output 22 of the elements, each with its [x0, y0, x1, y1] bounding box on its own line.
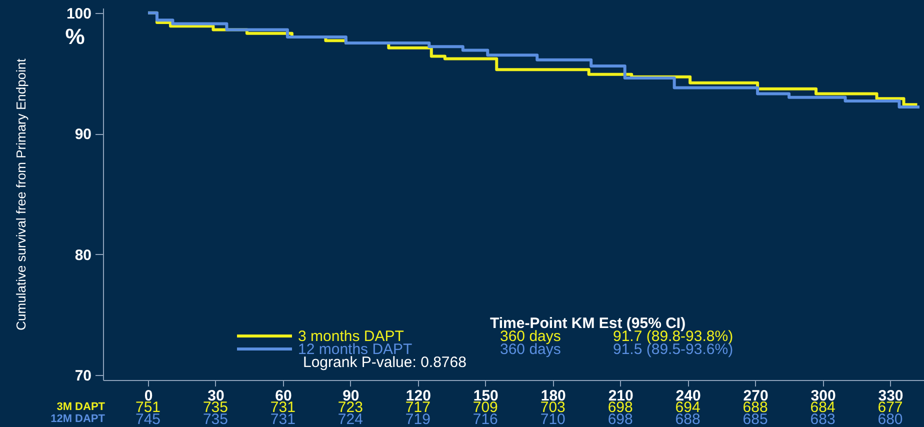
- text: 745: [135, 411, 160, 427]
- text: 731: [270, 411, 296, 427]
- text: 719: [405, 411, 430, 427]
- text: 680: [878, 411, 903, 427]
- text: 683: [810, 411, 836, 427]
- text: 710: [540, 411, 566, 427]
- y-tick-label: 100: [66, 5, 92, 22]
- y-tick-label: 70: [74, 368, 92, 385]
- annotation: 360 days: [500, 328, 561, 345]
- annotation: Logrank P-value: 0.8768: [303, 354, 466, 371]
- text: 688: [675, 411, 700, 427]
- text: 735: [202, 411, 228, 427]
- y-tick-label: 90: [74, 126, 92, 144]
- text: 716: [472, 411, 498, 427]
- text: 685: [742, 411, 768, 427]
- text: 12M DAPT: [50, 413, 106, 425]
- y-axis-title: Cumulative survival free from Primary Endpoint: [13, 58, 28, 330]
- text: 724: [338, 411, 363, 427]
- text: %: [65, 24, 85, 49]
- text: 698: [608, 411, 633, 427]
- y-tick-label: 80: [74, 246, 92, 264]
- text: 3M DAPT: [56, 401, 106, 413]
